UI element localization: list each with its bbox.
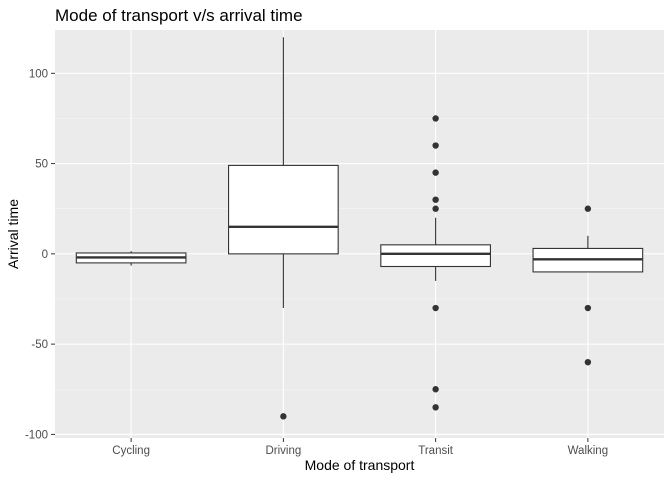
outlier-point <box>584 304 592 312</box>
outlier-point <box>584 205 592 212</box>
x-tick-label: Driving <box>265 445 301 457</box>
outlier-point <box>432 404 439 411</box>
outlier-point <box>432 304 439 312</box>
y-tick-label: 100 <box>29 68 48 80</box>
outlier-point <box>432 196 439 203</box>
box-driving <box>228 37 339 420</box>
x-axis-ticks: Cycling Driving Transit Walking <box>112 438 608 457</box>
box-series <box>75 37 644 420</box>
outlier-point <box>584 358 592 366</box>
outlier-point <box>280 413 287 420</box>
box-walking <box>532 205 644 366</box>
outlier-point <box>432 142 439 149</box>
x-axis-title: Mode of transport <box>305 457 415 473</box>
y-axis-ticks: -100 -50 0 50 100 <box>25 68 55 441</box>
box-cycling <box>75 251 187 266</box>
x-tick-label: Transit <box>418 445 454 457</box>
outlier-point <box>432 205 439 212</box>
iqr-box <box>228 164 339 255</box>
y-tick-label: 0 <box>42 249 48 261</box>
y-axis-title: Arrival time <box>5 199 21 269</box>
y-tick-label: -50 <box>31 339 48 351</box>
chart-title: Mode of transport v/s arrival time <box>55 6 303 25</box>
outlier-point <box>432 169 439 176</box>
minor-gridlines <box>55 118 664 390</box>
iqr-box <box>380 244 491 268</box>
y-tick-label: 50 <box>35 159 48 171</box>
y-tick-label: -100 <box>25 429 48 441</box>
outlier-point <box>432 115 439 122</box>
outlier-point <box>432 386 439 393</box>
x-tick-label: Walking <box>568 445 608 457</box>
x-tick-label: Cycling <box>112 445 150 457</box>
box-transit <box>380 115 491 411</box>
plot-panel <box>55 30 664 438</box>
